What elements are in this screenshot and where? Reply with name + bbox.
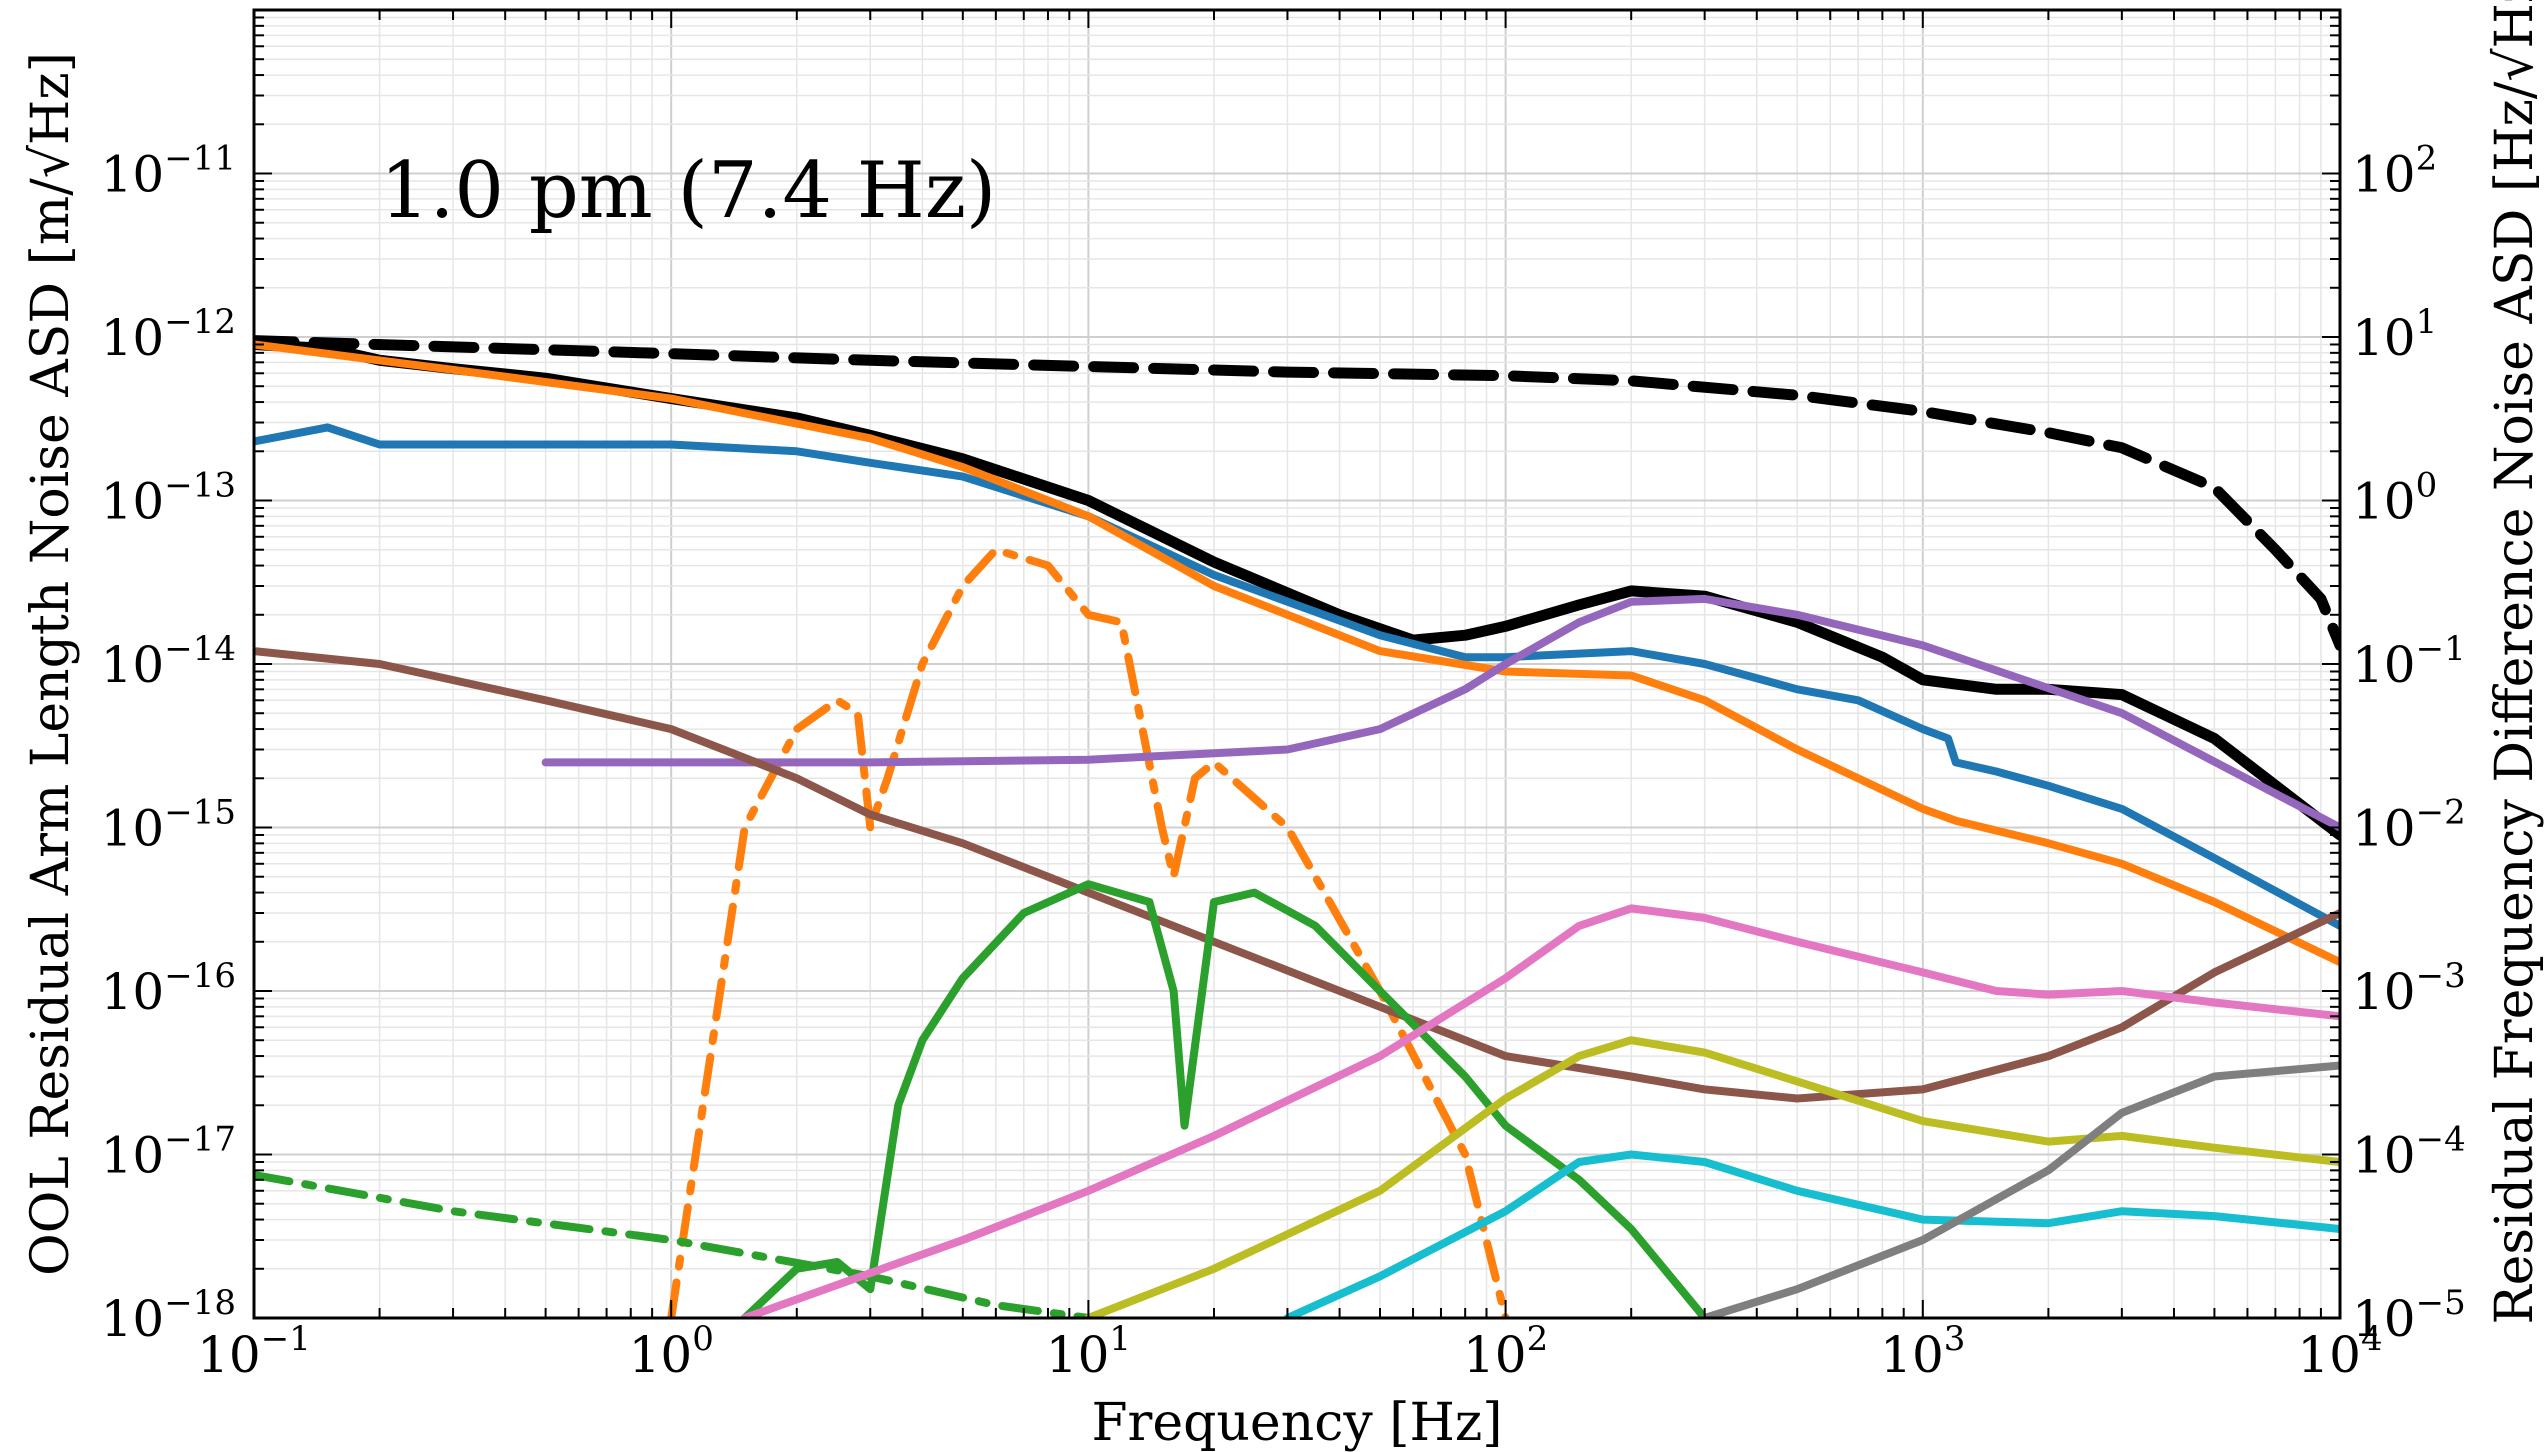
ticks	[253, 9, 2341, 1319]
series-line-3	[254, 423, 2340, 930]
series-line-7	[254, 647, 2340, 1103]
x-tick-label: 104	[2297, 1319, 2382, 1384]
tick-labels: 10−1 100 101 102 103 104 10−18 10−17 10−16 10−15 1…	[101, 139, 2466, 1385]
y-tick-label-left: 10−14	[101, 629, 236, 694]
y-tick-label-left: 10−11	[101, 139, 236, 204]
x-axis-title: Frequency [Hz]	[1091, 1393, 1502, 1452]
x-tick-label: 100	[629, 1319, 714, 1384]
y-axis-title-left: OOL Residual Arm Length Noise ASD [m/√Hz…	[21, 52, 81, 1276]
x-tick-label: 101	[1046, 1319, 1131, 1384]
x-tick-label: 102	[1463, 1319, 1548, 1384]
y-tick-label-left: 10−12	[101, 302, 236, 367]
y-tick-label-left: 10−17	[101, 1120, 236, 1185]
series-line-13	[1700, 1061, 2340, 1318]
series-line-1	[254, 335, 2340, 651]
y-tick-label-right: 102	[2352, 139, 2437, 204]
series-line-6	[541, 594, 2340, 832]
series-line-12	[1283, 1150, 2340, 1318]
x-tick-label: 10−1	[197, 1319, 311, 1384]
y-axis-title-right: Residual Frequency Difference Noise ASD …	[2485, 0, 2545, 1325]
y-tick-label-left: 10−13	[101, 466, 236, 531]
series-line-5	[667, 545, 1510, 1318]
series-line-11	[1084, 1036, 2340, 1318]
y-tick-label-right: 100	[2352, 466, 2437, 531]
annotation-label: 1.0 pm (7.4 Hz)	[380, 146, 996, 236]
y-tick-label-right: 101	[2352, 302, 2437, 367]
series-line-4	[254, 340, 2340, 967]
series-line-10	[740, 904, 2340, 1318]
series-line-9	[254, 1170, 1093, 1318]
y-tick-label-left: 10−16	[101, 956, 236, 1021]
grid	[253, 10, 2340, 1319]
y-tick-label-left: 10−18	[101, 1283, 236, 1348]
y-tick-label-right: 10−4	[2352, 1120, 2466, 1185]
y-tick-label-right: 10−5	[2352, 1283, 2466, 1348]
y-tick-label-right: 10−2	[2352, 793, 2466, 858]
y-tick-label-left: 10−15	[101, 793, 236, 858]
x-tick-label: 103	[1880, 1319, 1965, 1384]
y-tick-label-right: 10−1	[2352, 629, 2466, 694]
y-tick-label-right: 10−3	[2352, 956, 2466, 1021]
series-layer	[254, 335, 2340, 1318]
